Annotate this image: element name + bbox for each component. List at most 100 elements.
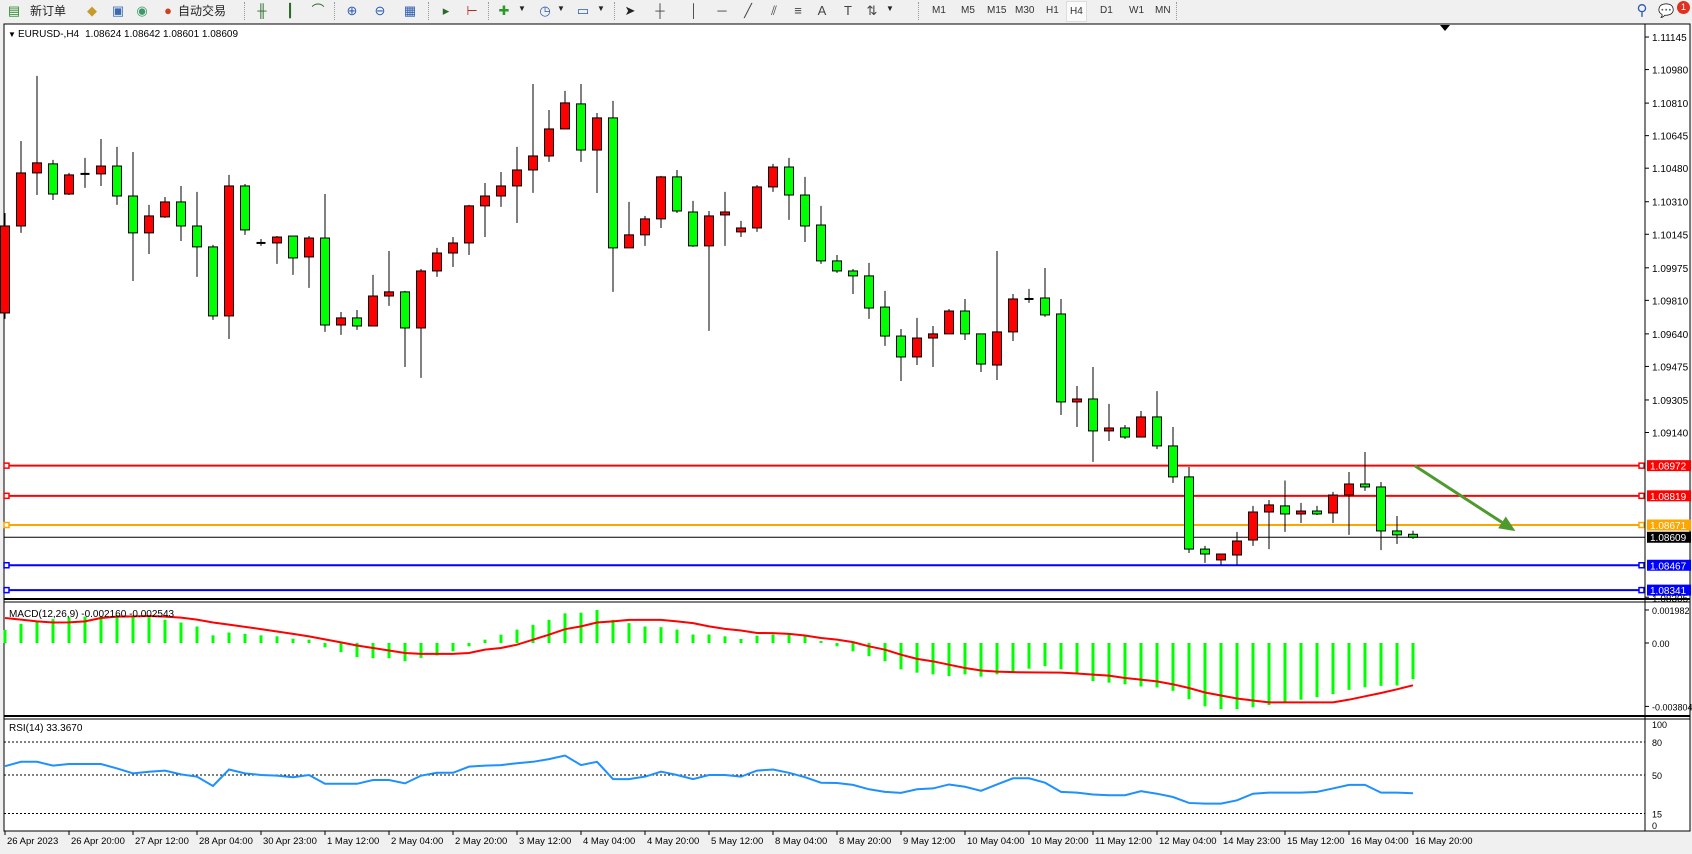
candle[interactable] xyxy=(512,146,522,224)
timeframe-w1[interactable]: W1 xyxy=(1129,5,1144,16)
collapse-triangle-icon[interactable]: ▼ xyxy=(8,30,16,39)
candle[interactable] xyxy=(160,196,170,218)
candle[interactable] xyxy=(144,204,154,254)
trend-arrow-head-icon[interactable] xyxy=(1498,516,1516,532)
arrows-icon[interactable]: ⇅ xyxy=(866,3,878,18)
candlestick-chart-icon[interactable]: ┃ xyxy=(286,3,294,18)
candle[interactable] xyxy=(848,268,858,295)
candle[interactable] xyxy=(224,174,234,340)
candle[interactable] xyxy=(656,175,666,228)
timeframe-m1[interactable]: M1 xyxy=(932,5,946,16)
candle[interactable] xyxy=(1008,294,1018,341)
candle[interactable] xyxy=(1024,288,1034,303)
candle[interactable] xyxy=(928,325,938,368)
zoom-in-icon[interactable]: ⊕ xyxy=(346,3,358,18)
candle[interactable] xyxy=(912,317,922,366)
timeframe-h4[interactable]: H4 xyxy=(1066,1,1087,22)
candle[interactable] xyxy=(1296,502,1306,524)
candle[interactable] xyxy=(720,191,730,246)
candle[interactable] xyxy=(608,100,618,292)
candle[interactable] xyxy=(976,333,986,372)
candle[interactable] xyxy=(1120,425,1130,440)
candle[interactable] xyxy=(32,75,42,196)
candle[interactable] xyxy=(1152,391,1162,450)
candle[interactable] xyxy=(464,204,474,255)
candle[interactable] xyxy=(640,215,650,246)
auto-trading-button[interactable]: 自动交易 xyxy=(178,4,227,18)
templates-dropdown-icon[interactable]: ▼ xyxy=(597,4,605,13)
fibonacci-icon[interactable]: ≡ xyxy=(794,3,802,18)
candle[interactable] xyxy=(416,268,426,378)
line-handle-right[interactable] xyxy=(1638,462,1645,469)
candle[interactable] xyxy=(1344,471,1354,535)
text-label-icon[interactable]: T xyxy=(844,3,852,18)
templates-icon[interactable]: ▭ xyxy=(576,3,590,18)
candle[interactable] xyxy=(240,183,250,235)
candle[interactable] xyxy=(1376,482,1386,551)
rsi-pane[interactable] xyxy=(4,741,1645,814)
candle[interactable] xyxy=(1200,545,1210,563)
trendline-icon[interactable]: ╱ xyxy=(744,3,752,18)
candle[interactable] xyxy=(448,237,458,268)
cursor-icon[interactable]: ➤ xyxy=(624,3,636,18)
candle[interactable] xyxy=(1328,491,1338,524)
candle[interactable] xyxy=(1392,515,1402,544)
candle[interactable] xyxy=(1280,480,1290,532)
candle[interactable] xyxy=(1184,467,1194,554)
candle[interactable] xyxy=(176,185,186,241)
candle[interactable] xyxy=(1088,367,1098,462)
bar-chart-icon[interactable]: ╫ xyxy=(257,3,267,18)
candle[interactable] xyxy=(48,159,58,200)
zoom-out-icon[interactable]: ⊖ xyxy=(374,3,386,18)
candle[interactable] xyxy=(816,205,826,264)
candle[interactable] xyxy=(1072,385,1082,427)
candle[interactable] xyxy=(432,247,442,277)
candle[interactable] xyxy=(192,191,202,277)
candle[interactable] xyxy=(784,157,794,220)
chart-shift-icon[interactable]: ⊢ xyxy=(466,3,478,18)
auto-trading-icon[interactable]: ● xyxy=(164,3,172,18)
candle[interactable] xyxy=(800,176,810,242)
candle[interactable] xyxy=(1360,452,1370,491)
candle[interactable] xyxy=(64,172,74,196)
candle[interactable] xyxy=(368,274,378,327)
candle[interactable] xyxy=(1408,530,1418,539)
candle[interactable] xyxy=(672,169,682,213)
line-handle-left[interactable] xyxy=(3,462,10,469)
candle[interactable] xyxy=(960,298,970,340)
chart-shift-marker-icon[interactable] xyxy=(1440,25,1450,31)
candle[interactable] xyxy=(208,244,218,320)
candle[interactable] xyxy=(112,146,122,205)
candle[interactable] xyxy=(1264,499,1274,550)
metaeditor-icon[interactable]: ◆ xyxy=(87,3,97,18)
search-icon[interactable]: ⚲ xyxy=(1636,2,1648,19)
candle[interactable] xyxy=(576,83,586,162)
candle[interactable] xyxy=(1040,267,1050,317)
candle[interactable] xyxy=(944,309,954,335)
line-handle-left[interactable] xyxy=(3,586,10,594)
candle[interactable] xyxy=(560,90,570,130)
line-chart-icon[interactable]: ⌒ xyxy=(311,3,325,18)
candle[interactable] xyxy=(592,112,602,194)
candle[interactable] xyxy=(992,251,1002,381)
candle[interactable] xyxy=(320,194,330,332)
line-handle-right[interactable] xyxy=(1638,492,1645,500)
new-order-icon[interactable]: ▤ xyxy=(7,3,21,18)
timeframe-d1[interactable]: D1 xyxy=(1100,5,1113,16)
candle[interactable] xyxy=(1312,505,1322,515)
candle[interactable] xyxy=(1104,403,1114,441)
auto-scroll-icon[interactable]: ▸ xyxy=(442,3,450,18)
candle[interactable] xyxy=(80,157,90,188)
candle[interactable] xyxy=(544,110,554,162)
candle[interactable] xyxy=(768,163,778,192)
equidistant-channel-icon[interactable]: ⫽ xyxy=(771,3,777,18)
signals-icon[interactable]: ◉ xyxy=(136,3,148,18)
new-order-button[interactable]: 新订单 xyxy=(30,4,67,18)
candle[interactable] xyxy=(704,210,714,331)
candle[interactable] xyxy=(624,201,634,249)
candle[interactable] xyxy=(1232,531,1242,566)
periods-dropdown-icon[interactable]: ▼ xyxy=(557,4,565,13)
candle[interactable] xyxy=(304,236,314,288)
timeframe-m5[interactable]: M5 xyxy=(961,5,975,16)
candle[interactable] xyxy=(288,235,298,275)
